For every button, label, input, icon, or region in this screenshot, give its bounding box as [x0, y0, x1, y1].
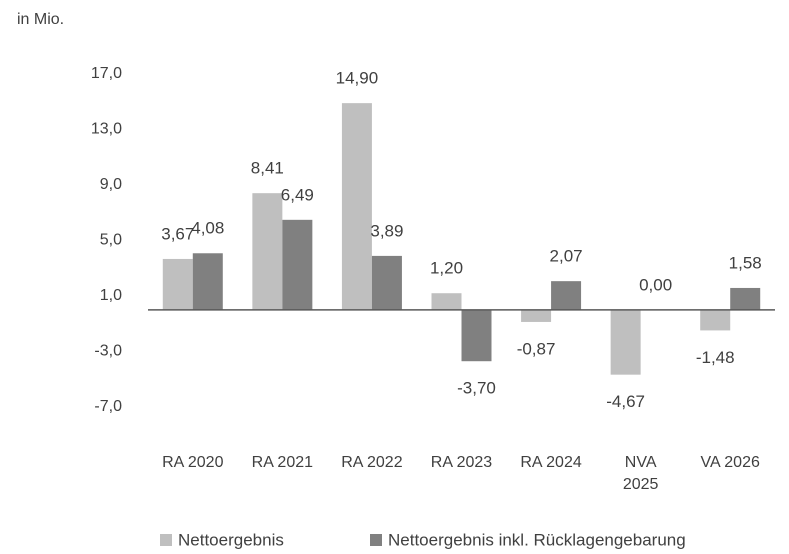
y-tick-label: 17,0 — [91, 65, 122, 82]
bar — [431, 293, 462, 310]
x-tick-label: VA 2026 — [700, 454, 760, 471]
value-label: 1,20 — [430, 259, 463, 278]
bar — [162, 258, 193, 310]
value-label: 8,41 — [251, 159, 284, 178]
x-tick-label: RA 2024 — [520, 454, 582, 471]
y-tick-label: -3,0 — [94, 343, 122, 360]
y-tick-label: 5,0 — [100, 232, 122, 249]
value-label: 6,49 — [281, 185, 314, 204]
value-label: -1,48 — [696, 348, 735, 367]
bar — [461, 309, 492, 362]
value-label: 14,90 — [336, 69, 379, 88]
y-tick-label: -7,0 — [94, 398, 122, 415]
bar — [551, 281, 582, 310]
unit-label: in Mio. — [17, 11, 64, 28]
value-label: 4,08 — [191, 219, 224, 238]
value-label: 1,58 — [729, 253, 762, 272]
legend-swatch — [370, 534, 382, 546]
x-tick-label: RA 2023 — [430, 454, 493, 471]
value-label: 3,67 — [161, 224, 194, 243]
legend-label: Nettoergebnis — [178, 530, 284, 549]
x-tick-label: RA 2020 — [162, 454, 224, 471]
y-tick-label: 1,0 — [100, 287, 122, 304]
y-tick-label: 9,0 — [100, 176, 122, 193]
legend-swatch — [160, 534, 172, 546]
value-label: 0,00 — [639, 275, 672, 294]
x-tick-label: NVA 2025 — [622, 454, 659, 493]
value-label: -3,70 — [457, 379, 496, 398]
value-label: -4,67 — [606, 392, 645, 411]
bar — [341, 103, 372, 310]
bar — [610, 309, 641, 375]
bar — [371, 255, 402, 310]
value-label: 2,07 — [550, 247, 583, 266]
bar — [700, 309, 731, 331]
x-tick-label: RA 2021 — [251, 454, 314, 471]
x-tick-label: RA 2022 — [341, 454, 403, 471]
bar — [192, 253, 223, 310]
bar — [730, 287, 761, 310]
value-label: 3,89 — [370, 221, 403, 240]
y-tick-label: 13,0 — [91, 121, 122, 138]
bar — [252, 193, 283, 310]
bar — [521, 309, 552, 322]
legend-label: Nettoergebnis inkl. Rücklagengebarung — [388, 530, 686, 549]
bar — [282, 219, 313, 310]
value-label: -0,87 — [517, 339, 556, 358]
